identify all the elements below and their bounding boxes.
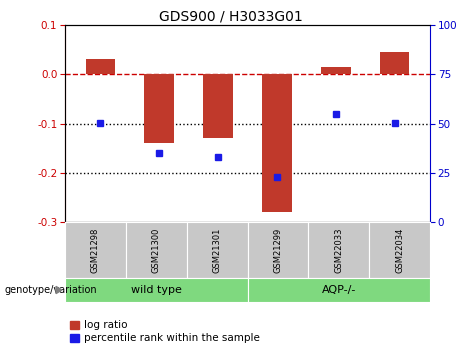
Text: wild type: wild type [131, 285, 182, 295]
Bar [144, 74, 174, 143]
Text: GSM22034: GSM22034 [395, 227, 404, 273]
Text: genotype/variation: genotype/variation [5, 285, 97, 295]
Text: GSM21299: GSM21299 [273, 227, 283, 273]
Text: GSM21301: GSM21301 [213, 227, 222, 273]
Text: AQP-/-: AQP-/- [322, 285, 356, 295]
Legend: log ratio, percentile rank within the sample: log ratio, percentile rank within the sa… [70, 320, 260, 343]
Bar [86, 59, 115, 74]
Bar [321, 67, 350, 74]
Text: GSM22033: GSM22033 [334, 227, 343, 273]
Text: GDS900 / H3033G01: GDS900 / H3033G01 [159, 10, 302, 24]
Polygon shape [56, 286, 62, 294]
Bar [380, 52, 409, 74]
Text: GSM21300: GSM21300 [152, 227, 161, 273]
Bar [262, 74, 292, 212]
Text: GSM21298: GSM21298 [91, 227, 100, 273]
Bar [203, 74, 233, 138]
